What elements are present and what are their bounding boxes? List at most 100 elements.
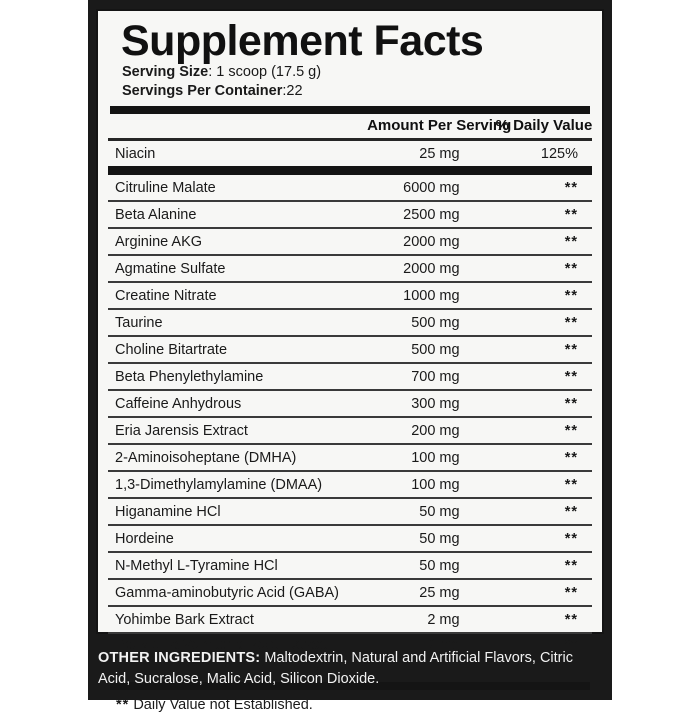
divider-thin: [108, 443, 592, 446]
ingredient-name: Hordeine: [115, 530, 174, 547]
divider-row: [108, 524, 592, 527]
ingredient-amount: 2000 mg: [403, 260, 460, 277]
table-row: Eria Jarensis Extract 200 mg **: [108, 418, 592, 443]
table-row: Higanamine HCl 50 mg **: [108, 499, 592, 524]
ingredient-amount: 50 mg: [419, 557, 460, 574]
table-row: Yohimbe Bark Extract 2 mg **: [108, 607, 592, 632]
divider-thick-top: [110, 106, 590, 115]
table-row: Taurine 500 mg **: [108, 310, 592, 335]
ingredient-amount: 50 mg: [419, 503, 460, 520]
divider-thin: [108, 470, 592, 473]
divider-thin: [108, 389, 592, 392]
table-row: Beta Alanine 2500 mg **: [108, 202, 592, 227]
ingredient-daily-value: **: [564, 233, 578, 250]
divider-thin: [108, 254, 592, 257]
ingredient-daily-value: **: [564, 422, 578, 439]
ingredient-name: Gamma-aminobutyric Acid (GABA): [115, 584, 340, 601]
servings-per-container-label: Servings Per Container: [122, 83, 283, 100]
ingredient-daily-value: **: [564, 611, 578, 628]
column-header-name: [108, 114, 367, 138]
ingredient-amount: 1000 mg: [403, 287, 460, 304]
table-row: Caffeine Anhydrous 300 mg **: [108, 391, 592, 416]
divider-row: [108, 497, 592, 500]
table-row: Arginine AKG 2000 mg **: [108, 229, 592, 254]
table-row: Agmatine Sulfate 2000 mg **: [108, 256, 592, 281]
other-ingredients-block: OTHER INGREDIENTS: Maltodextrin, Natural…: [98, 648, 604, 689]
ingredient-name: Creatine Nitrate: [115, 287, 217, 304]
ingredient-daily-value: **: [564, 368, 578, 385]
column-header-daily-value: % Daily Value: [495, 117, 593, 135]
serving-size-value: : 1 scoop (17.5 g): [208, 64, 322, 80]
divider-row: [108, 362, 592, 365]
divider-thin: [108, 281, 592, 284]
supplement-facts-table: Amount Per Serving % Daily Value Niacin …: [108, 114, 592, 677]
ingredient-amount: 100 mg: [411, 449, 460, 466]
divider-thick-mid: [108, 166, 592, 176]
ingredient-amount: 25 mg: [419, 584, 460, 601]
serving-size-line: Serving Size: 1 scoop (17.5 g): [122, 63, 592, 82]
ingredient-daily-value: **: [564, 503, 578, 520]
servings-per-container-value: :22: [282, 83, 303, 100]
divider-row: [108, 605, 592, 608]
ingredient-daily-value: 125%: [540, 145, 578, 162]
page-title: Supplement Facts: [121, 17, 484, 65]
ingredient-daily-value: **: [564, 341, 578, 358]
divider-row: [108, 470, 592, 473]
ingredient-amount: 50 mg: [419, 530, 460, 547]
ingredient-name: Yohimbe Bark Extract: [115, 611, 254, 628]
divider-thin: [108, 335, 592, 338]
divider-row: [108, 632, 592, 635]
table-row: N-Methyl L-Tyramine HCl 50 mg **: [108, 553, 592, 578]
ingredient-subname: (std. min 90% Alpha-Yohimbine): [115, 654, 321, 671]
table-row: Niacin 25 mg 125%: [108, 141, 592, 166]
ingredient-name: Beta Phenylethylamine: [115, 368, 264, 385]
ingredient-name: Rauwolfia Vomitoria Root Extract: [115, 637, 327, 654]
divider-thin: [108, 227, 592, 230]
ingredient-amount: 2 mg: [427, 637, 460, 654]
divider-row: [108, 335, 592, 338]
table-row: Citruline Malate 6000 mg **: [108, 175, 592, 200]
ingredient-daily-value: **: [564, 179, 578, 196]
ingredient-amount: 2 mg: [427, 611, 460, 628]
divider-thin: [108, 551, 592, 554]
divider-thin: [108, 308, 592, 311]
other-ingredients-text: Maltodextrin, Natural and Artificial Fla…: [98, 650, 573, 687]
other-ingredients-label: OTHER INGREDIENTS:: [98, 650, 261, 666]
table-row: Creatine Nitrate 1000 mg **: [108, 283, 592, 308]
divider-row: [108, 551, 592, 554]
supplement-label-panel: Supplement Facts Serving Size: 1 scoop (…: [88, 0, 612, 713]
divider-thin: [108, 605, 592, 608]
ingredient-amount: 2000 mg: [403, 233, 460, 250]
divider-thick-bottom: [110, 682, 590, 691]
ingredient-daily-value: **: [564, 260, 578, 277]
ingredient-daily-value: **: [564, 476, 578, 493]
divider-row: [108, 281, 592, 284]
ingredient-amount: 700 mg: [411, 368, 460, 385]
ingredient-name: Agmatine Sulfate: [115, 260, 226, 277]
divider-thin: [108, 200, 592, 203]
divider-thin: [108, 578, 592, 581]
table-row: Gamma-aminobutyric Acid (GABA) 25 mg **: [108, 580, 592, 605]
ingredient-name: Arginine AKG: [115, 233, 203, 250]
ingredient-name: N-Methyl L-Tyramine HCl: [115, 557, 278, 574]
ingredient-name: 1,3-Dimethylamylamine (DMAA): [115, 476, 323, 493]
ingredient-name-block: Rauwolfia Vomitoria Root Extract (std. m…: [108, 634, 367, 677]
ingredient-name: Niacin: [115, 145, 156, 162]
serving-size-label: Serving Size: [122, 64, 209, 80]
table-header-row: Amount Per Serving % Daily Value: [108, 114, 592, 138]
ingredient-amount: 2500 mg: [403, 206, 460, 223]
ingredient-amount: 300 mg: [411, 395, 460, 412]
ingredient-amount: 25 mg: [419, 145, 460, 162]
divider-row: [108, 254, 592, 257]
ingredient-name: Taurine: [115, 314, 163, 331]
divider-thin: [108, 524, 592, 527]
ingredient-name: Beta Alanine: [115, 206, 197, 223]
divider-row: [108, 227, 592, 230]
table-row: Choline Bitartrate 500 mg **: [108, 337, 592, 362]
table-row: 1,3-Dimethylamylamine (DMAA) 100 mg **: [108, 472, 592, 497]
supplement-facts-box: Supplement Facts Serving Size: 1 scoop (…: [96, 9, 604, 713]
divider-row: [108, 200, 592, 203]
ingredient-amount: 6000 mg: [403, 179, 460, 196]
ingredient-daily-value: **: [564, 637, 578, 654]
ingredient-daily-value: **: [564, 314, 578, 331]
